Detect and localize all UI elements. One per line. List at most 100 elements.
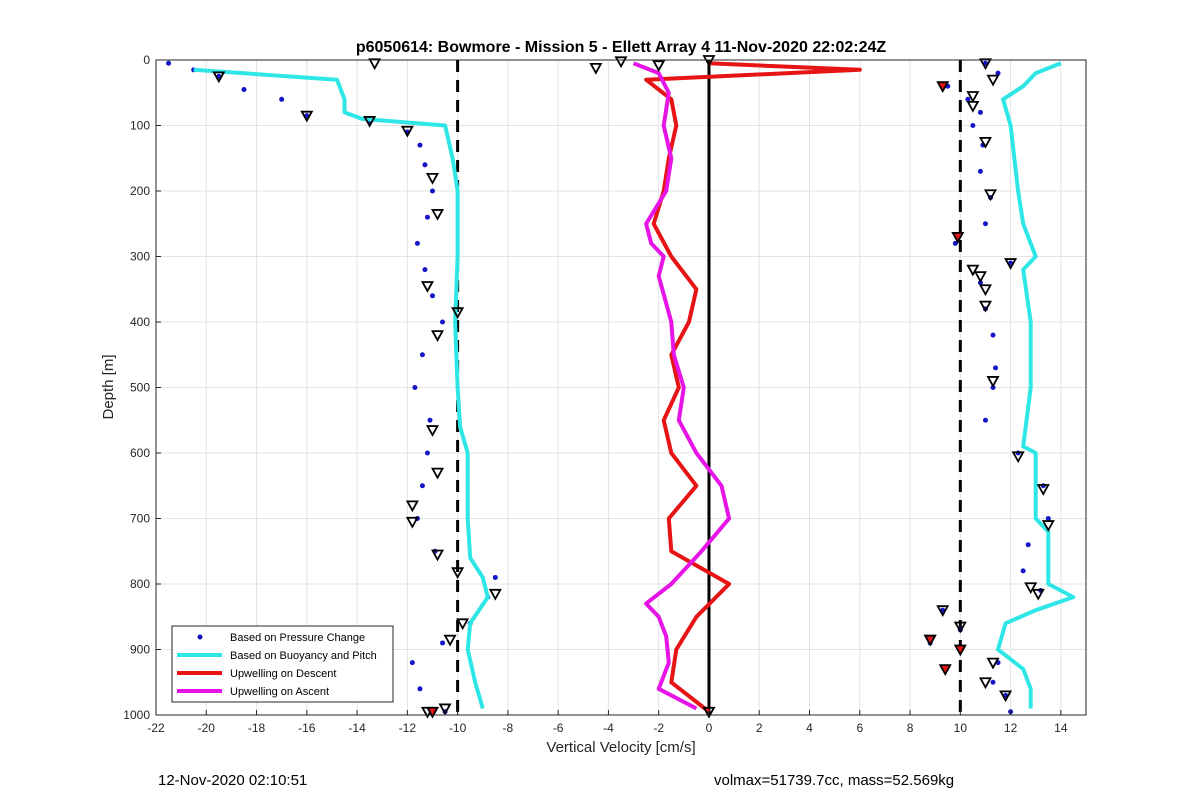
- y-tick-label: 800: [130, 577, 150, 591]
- triangle-marker: [1024, 582, 1038, 595]
- y-tick-label: 0: [143, 53, 150, 67]
- triangle-marker: [1041, 520, 1055, 532]
- marker-layer: [212, 55, 1055, 719]
- legend-label: Upwelling on Ascent: [230, 686, 329, 698]
- pressure-point-ascent: [1020, 568, 1026, 574]
- triangle-marker: [936, 605, 950, 618]
- triangle-marker: [425, 425, 440, 437]
- x-axis-label: Vertical Velocity [cm/s]: [546, 739, 695, 756]
- y-axis-ticks: 0 100 200 300 400 500 600 700 800 900 1000: [123, 53, 161, 722]
- pressure-point-descent: [422, 267, 428, 273]
- chart-title: p6050614: Bowmore - Mission 5 - Ellett A…: [356, 39, 887, 56]
- pressure-point-descent: [417, 686, 423, 692]
- x-tick-label: -6: [553, 721, 564, 735]
- pressure-point-ascent: [977, 109, 983, 115]
- triangle-marker: [589, 62, 603, 75]
- x-tick-label: 8: [907, 721, 914, 735]
- y-tick-label: 100: [130, 119, 150, 133]
- triangle-marker: [425, 172, 440, 185]
- x-tick-label: -14: [348, 721, 366, 735]
- x-tick-label: -18: [248, 721, 266, 735]
- triangle-marker: [702, 706, 716, 719]
- x-tick-label: 2: [756, 721, 763, 735]
- x-tick-label: 10: [954, 721, 968, 735]
- pressure-point-descent: [429, 188, 435, 194]
- filled-triangle-marker: [938, 664, 952, 677]
- x-tick-label: -4: [603, 721, 614, 735]
- pressure-point-descent: [166, 60, 172, 66]
- pressure-point-descent: [422, 162, 428, 168]
- y-tick-label: 900: [130, 643, 150, 657]
- triangle-marker: [983, 189, 998, 202]
- pressure-point-descent: [412, 385, 418, 390]
- triangle-marker: [456, 618, 470, 631]
- pressure-point-ascent: [995, 70, 1001, 76]
- y-axis-label: Depth [m]: [100, 354, 117, 419]
- triangle-marker: [978, 284, 992, 297]
- y-tick-label: 700: [130, 512, 150, 526]
- triangle-marker: [443, 634, 457, 647]
- x-axis-ticks: -22 -20 -18 -16 -14 -12 -10 -8 -6 -4 -2 0 2 4 6 8 10 12 14: [147, 710, 1068, 735]
- triangle-marker: [420, 281, 434, 293]
- y-tick-label: 600: [130, 446, 150, 460]
- triangle-marker: [973, 271, 987, 284]
- pressure-point-descent: [417, 142, 423, 148]
- y-tick-label: 500: [130, 381, 150, 395]
- pressure-point-descent: [419, 483, 425, 489]
- triangle-marker: [1031, 588, 1045, 601]
- x-tick-label: -8: [503, 721, 514, 735]
- pressure-point-ascent: [990, 679, 996, 685]
- pressure-point-descent: [424, 450, 430, 456]
- y-tick-label: 200: [130, 184, 150, 198]
- y-tick-label: 300: [130, 250, 150, 264]
- footer-vehicle-info: volmax=51739.7cc, mass=52.569kg: [714, 772, 955, 789]
- triangle-marker: [978, 136, 992, 149]
- triangle-marker: [986, 74, 1000, 87]
- footer-timestamp: 12-Nov-2020 02:10:51: [158, 772, 308, 789]
- triangle-marker: [614, 56, 628, 69]
- upwelling-descent-line: [644, 61, 862, 714]
- pressure-point-ascent: [970, 123, 976, 128]
- triangle-marker: [430, 330, 445, 342]
- x-tick-label: -12: [399, 721, 417, 735]
- pressure-point-descent: [427, 417, 433, 423]
- pressure-point-ascent: [993, 365, 999, 371]
- legend-label: Upwelling on Descent: [230, 668, 336, 680]
- pressure-point-descent: [409, 660, 415, 666]
- filled-triangle-marker: [953, 644, 967, 657]
- triangle-marker: [405, 500, 419, 513]
- triangle-marker: [212, 71, 226, 84]
- filled-triangle-marker: [936, 81, 950, 94]
- triangle-marker: [438, 703, 452, 716]
- legend-label: Based on Buoyancy and Pitch: [230, 650, 377, 662]
- x-tick-label: 6: [856, 721, 863, 735]
- pressure-point-ascent: [990, 332, 996, 338]
- triangle-marker: [451, 567, 465, 580]
- triangle-marker: [451, 307, 465, 320]
- legend: Based on Pressure Change Based on Buoyanc…: [171, 625, 394, 703]
- triangle-marker: [363, 116, 377, 128]
- pressure-point-descent: [429, 293, 435, 299]
- pressure-point-descent: [492, 574, 498, 580]
- legend-swatch-point: [197, 634, 203, 640]
- pressure-point-descent: [241, 86, 247, 92]
- triangle-marker: [999, 690, 1013, 703]
- y-tick-label: 1000: [123, 708, 150, 722]
- pressure-point-ascent: [977, 168, 983, 174]
- x-tick-label: 4: [806, 721, 813, 735]
- pressure-point-descent: [414, 240, 420, 246]
- triangle-marker: [430, 549, 445, 562]
- upwelling-ascent-line: [632, 61, 732, 711]
- pressure-point-ascent: [1025, 542, 1031, 548]
- triangle-marker: [966, 264, 980, 277]
- x-tick-label: -16: [298, 721, 316, 735]
- pressure-point-descent: [419, 352, 425, 358]
- triangle-marker: [978, 300, 992, 313]
- triangle-marker: [488, 588, 502, 601]
- pressure-point-ascent: [952, 240, 958, 246]
- buoyancy-line-descent: [193, 67, 490, 710]
- pressure-point-descent: [279, 96, 285, 102]
- triangle-marker: [966, 91, 980, 103]
- pressure-point-ascent: [965, 96, 971, 102]
